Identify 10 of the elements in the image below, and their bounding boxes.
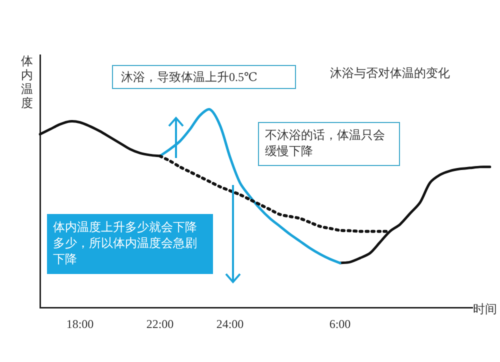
x-tick-label: 6:00: [329, 316, 351, 331]
y-axis-title: 体内温度: [20, 54, 34, 110]
x-tick-label: 18:00: [66, 316, 94, 331]
text: 沐浴，导致体温上升0.5℃: [112, 65, 296, 89]
x-tick-label: 24:00: [216, 316, 244, 331]
x-axis-title: 时间: [473, 302, 497, 317]
chart-title: 沐浴与否对体温的变化: [330, 66, 450, 81]
annotation: 体内温度上升多少就会下降多少，所以体内温度会急剧下降: [47, 214, 213, 274]
x-tick-label: 22:00: [146, 316, 174, 331]
annotation: 不沐浴的话，体温只会缓慢下降: [258, 122, 400, 166]
